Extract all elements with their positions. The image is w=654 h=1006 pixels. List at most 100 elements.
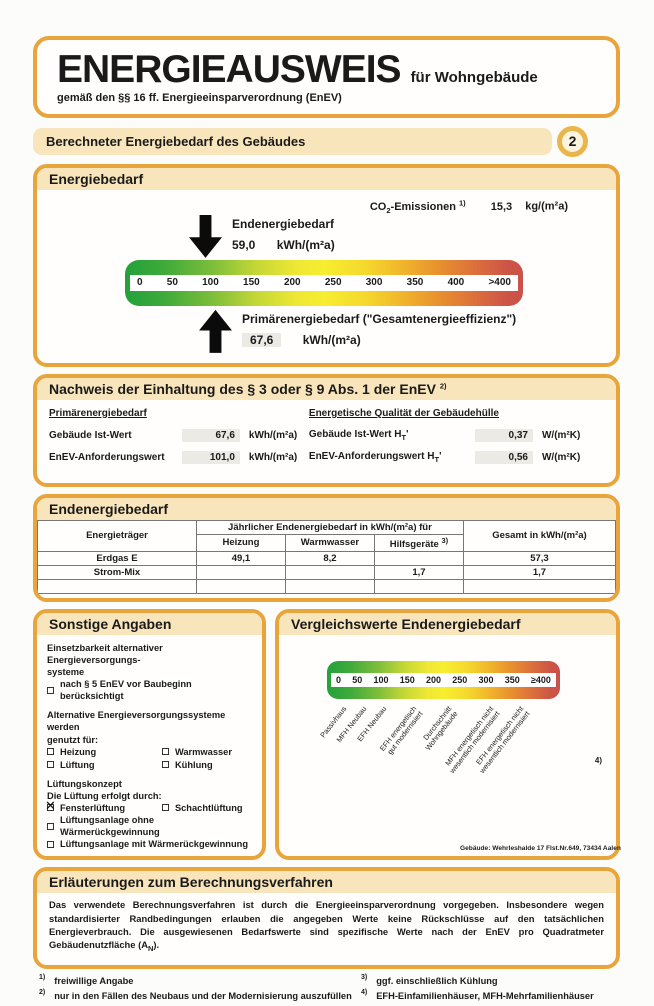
- endenergie-value: 59,0: [232, 237, 256, 252]
- option-ohne-wrg: Lüftungsanlage ohne Wärmerückgewinnung: [47, 814, 256, 838]
- scale-tick: 250: [324, 277, 342, 289]
- scale-tick: 150: [399, 675, 415, 685]
- checkbox-kuehlung[interactable]: [161, 761, 169, 769]
- footnote-text: ggf. einschließlich Kühlung: [376, 975, 498, 986]
- option-lueftung-label: Lüftung: [60, 759, 95, 770]
- document-subtitle: für Wohngebäude: [410, 69, 538, 86]
- option-kuehlung-label: Kühlung: [174, 759, 213, 770]
- option-kuehlung: Kühlung: [161, 759, 256, 771]
- checkbox-mit-wrg[interactable]: [47, 840, 54, 848]
- option-schachtlueftung-label: Schachtlüftung: [174, 802, 243, 813]
- table-row: Erdgas E 49,1 8,2 57,3: [37, 551, 616, 566]
- arrow-down-icon: [189, 214, 222, 258]
- cell-heizung: 49,1: [195, 551, 286, 566]
- endenergie-unit: kWh/(m²a): [276, 237, 335, 252]
- scale-tick: 100: [202, 277, 219, 289]
- footnote-marker: 1): [39, 973, 46, 981]
- primaerenergie-label: Primärenergiebedarf ("Gesamtenergieeffiz…: [242, 311, 517, 326]
- col-energietraeger: Energieträger: [37, 519, 197, 553]
- footnote-text: EFH-Einfamilienhäuser, MFH-Mehrfamilienh…: [376, 990, 594, 1001]
- primaerenergie-value: 67,6: [242, 332, 282, 347]
- nachweis-row: Gebäude Ist-Wert 67,6 kWh/(m²a): [49, 428, 309, 442]
- scale-tick: 50: [352, 675, 363, 685]
- footnote-text: freiwillige Angabe: [54, 975, 134, 986]
- option-par5-enev: nach § 5 EnEV vor Baubeginn berücksichti…: [47, 678, 256, 702]
- checkbox-schachtlueftung[interactable]: [161, 804, 169, 812]
- scale-tick: 0: [336, 675, 342, 685]
- energy-scale-bar: 0 50 100 150 200 250 300 350 400 >400: [125, 259, 523, 306]
- checkbox-par5-enev[interactable]: [47, 686, 54, 694]
- energy-scale-ticks: 0 50 100 150 200 250 300 350 400 >400: [130, 274, 518, 291]
- cell-hilfsgeraete: [373, 551, 464, 566]
- footnote-3: 3) ggf. einschließlich Kühlung: [361, 973, 614, 986]
- scale-tick: 300: [365, 277, 383, 289]
- primaerenergie-marker: Primärenergiebedarf ("Gesamtenergieeffiz…: [199, 309, 616, 353]
- co2-emissions-line: CO2-Emissionen 1) 15,3 kg/(m²a): [37, 198, 568, 215]
- anforderungswert-ht-label: EnEV-Anforderungswert HT': [308, 450, 442, 464]
- scale-tick: 150: [243, 277, 260, 289]
- footnote-marker: 4): [361, 988, 368, 996]
- col-gesamt: Gesamt in kWh/(m²a): [462, 519, 616, 553]
- cell-warmwasser: 8,2: [284, 551, 375, 566]
- option-heizung-label: Heizung: [60, 746, 97, 757]
- arrow-up-icon: [199, 309, 232, 353]
- nachweis-row: EnEV-Anforderungswert 101,0 kWh/(m²a): [49, 450, 309, 464]
- ist-wert-ht-label: Gebäude Ist-Wert HT': [308, 428, 409, 442]
- footnote-2: 2) nur in den Fällen des Neubaus und der…: [39, 989, 361, 1001]
- anforderungswert-unit: kWh/(m²a): [248, 451, 298, 463]
- section-endenergiebedarf: Endenergiebedarf Energieträger Jährliche…: [33, 493, 620, 602]
- option-lueftung: Lüftung: [47, 759, 162, 771]
- anforderungswert-label: EnEV-Anforderungswert: [49, 451, 165, 463]
- scale-tick: 350: [504, 675, 520, 685]
- table-row: Strom-Mix 1,7 1,7: [37, 565, 616, 580]
- anforderungswert-value: 101,0: [181, 450, 240, 464]
- scale-tick: ≥400: [530, 675, 551, 685]
- footnote-4: 4) EFH-Einfamilienhäuser, MFH-Mehrfamili…: [361, 988, 614, 1001]
- checkbox-fensterlueftung-checked[interactable]: ✕: [45, 798, 56, 813]
- cell-gesamt: [462, 579, 616, 594]
- energieausweis-page: ENERGIEAUSWEIS für Wohngebäude gemäß den…: [33, 36, 621, 1001]
- option-par5-label: nach § 5 EnEV vor Baubeginn berücksichti…: [60, 679, 192, 702]
- section-vergleichswerte: Vergleichswerte Endenergiebedarf 0 50 10…: [275, 609, 620, 861]
- endenergie-label: Endenergiebedarf: [232, 216, 335, 231]
- cell-gesamt: 1,7: [462, 565, 616, 580]
- table-row: [37, 579, 616, 594]
- primaerenergie-unit: kWh/(m²a): [302, 332, 361, 347]
- col-heizung: Heizung: [195, 533, 286, 553]
- document-header: ENERGIEAUSWEIS für Wohngebäude gemäß den…: [33, 36, 620, 118]
- document-title: ENERGIEAUSWEIS: [57, 48, 402, 91]
- scale-tick: 100: [373, 675, 389, 685]
- footnote-text: nur in den Fällen des Neubaus und der Mo…: [54, 990, 352, 1001]
- scale-tick: 250: [452, 675, 468, 685]
- scale-tick: 200: [283, 277, 301, 289]
- checkbox-heizung[interactable]: [47, 748, 54, 756]
- footnote-marker: 3): [361, 973, 368, 981]
- option-warmwasser-label: Warmwasser: [174, 746, 232, 757]
- cell-warmwasser: [284, 579, 375, 594]
- scale-tick: 50: [166, 277, 178, 289]
- co2-label: CO2-Emissionen 1): [369, 198, 466, 215]
- scale-tick: 350: [406, 277, 424, 289]
- section-sonstige-angaben: Sonstige Angaben Einsetzbarkeit alternat…: [33, 609, 266, 861]
- nachweis-row: Gebäude Ist-Wert HT' 0,37 W/(m²K): [308, 428, 602, 442]
- checkbox-warmwasser[interactable]: [161, 748, 169, 756]
- cell-heizung: [195, 565, 286, 580]
- checkbox-ohne-wrg[interactable]: [47, 822, 54, 830]
- checkbox-lueftung[interactable]: [47, 761, 54, 769]
- gebaeudehuelle-heading: Energetische Qualität der Gebäudehülle: [308, 407, 499, 419]
- alternative-heading: Alternative Energieversorgungssysteme we…: [47, 710, 226, 745]
- einsetzbarkeit-heading: Einsetzbarkeit alternativer Energieverso…: [47, 643, 163, 678]
- cell-hilfsgeraete: 1,7: [373, 565, 464, 580]
- anforderungswert-ht-unit: W/(m²K): [541, 451, 581, 463]
- vergleich-scale-ticks: 0 50 100 150 200 250 300 350 ≥400: [331, 673, 556, 687]
- vergleich-footnote-marker: 4): [594, 756, 602, 765]
- lueftung-sub-heading: Die Lüftung erfolgt durch:: [47, 790, 162, 801]
- option-warmwasser: Warmwasser: [161, 746, 256, 758]
- section-nachweis-title: Nachweis der Einhaltung des § 3 oder § 9…: [37, 377, 616, 400]
- section-erlaeuterungen-title: Erläuterungen zum Berechnungsverfahren: [37, 871, 616, 894]
- endenergiebedarf-table: Energieträger Jährlicher Endenergiebedar…: [37, 519, 616, 594]
- anforderungswert-ht-value: 0,56: [474, 450, 533, 464]
- option-ohne-wrg-label: Lüftungsanlage ohne Wärmerückgewinnung: [60, 815, 160, 838]
- erlaeuterungen-text: Das verwendete Berechnungsverfahren ist …: [49, 899, 604, 954]
- section-erlaeuterungen: Erläuterungen zum Berechnungsverfahren D…: [33, 867, 620, 969]
